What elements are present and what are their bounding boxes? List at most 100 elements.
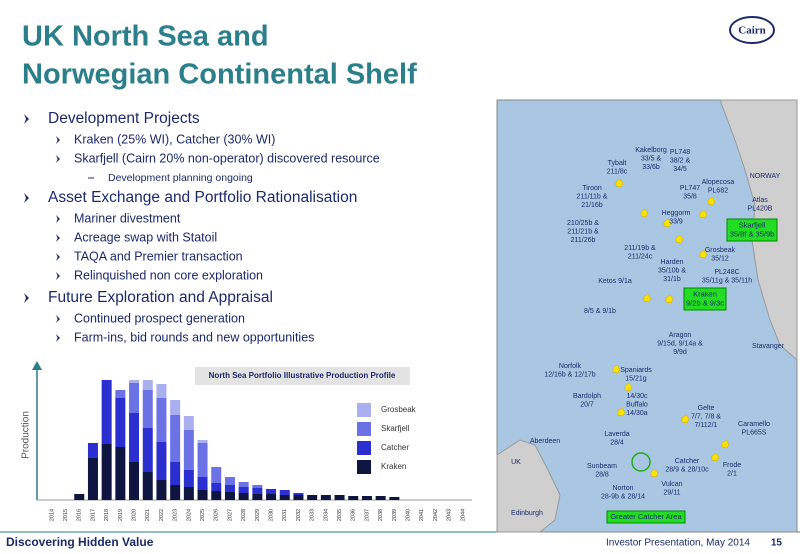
- legend-swatch: [357, 422, 371, 436]
- field-marker: [699, 209, 708, 219]
- field-marker: [643, 293, 652, 303]
- x-tick-label: 2038: [378, 509, 384, 521]
- map-label: 9/15d, 9/14a &: [657, 340, 703, 347]
- bullet-level-2: Relinquished non core exploration: [74, 268, 263, 282]
- bar-segment: [74, 494, 85, 500]
- map-callout-label: 35/8f & 35/9b: [730, 229, 775, 238]
- bar-segment: [156, 398, 167, 442]
- x-tick-label: 2017: [90, 509, 96, 521]
- legend-swatch: [357, 460, 371, 474]
- map-label: Gelte: [698, 405, 715, 412]
- catcher-area-ring: [631, 452, 651, 472]
- x-tick-label: 2019: [118, 509, 124, 521]
- bar-segment: [129, 462, 140, 500]
- logo: Cairn: [738, 25, 766, 37]
- legend-swatch: [357, 403, 371, 417]
- x-tick-label: 2044: [460, 509, 466, 521]
- bullet-marker: [56, 136, 60, 144]
- map-label: 8/5 & 9/1b: [584, 308, 616, 315]
- bar-segment: [170, 415, 181, 462]
- map-label: NORWAY: [750, 173, 781, 180]
- map-label: Alopecosa: [702, 179, 735, 186]
- map-label: Frode: [723, 462, 741, 469]
- map-label: 211/24c: [628, 253, 653, 260]
- map-callout: [726, 218, 778, 242]
- bullet-marker: [56, 155, 60, 163]
- map-label: Catcher: [675, 458, 700, 465]
- map-label: 211/11b &: [577, 193, 608, 200]
- x-tick-label: 2034: [323, 509, 329, 521]
- map-label: Buffalo: [626, 401, 648, 408]
- map-label: Tiroon: [582, 185, 602, 192]
- bar-segment: [115, 447, 126, 500]
- bullet-level-2: TAQA and Premier transaction: [74, 249, 243, 263]
- map-callout-label: Greater Catcher Area: [610, 512, 682, 521]
- bar-segment: [197, 440, 208, 443]
- bar-segment: [197, 490, 208, 500]
- map-label: Grosbeak: [705, 247, 736, 254]
- map-label: 14/30a: [626, 410, 648, 417]
- map-label: Laverda: [604, 431, 629, 438]
- bullet-marker: [56, 253, 60, 261]
- land-uk: [496, 439, 561, 533]
- bullet-level-2: Continued prospect generation: [74, 311, 245, 325]
- x-tick-label: 2029: [255, 509, 261, 521]
- map-label: 211/8c: [607, 168, 628, 175]
- field-marker: [650, 468, 659, 478]
- map-label: 211/21b &: [567, 228, 599, 235]
- x-tick-label: 2014: [49, 509, 55, 521]
- bar-segment: [279, 495, 290, 500]
- map-label: 38/2 &: [670, 157, 691, 164]
- bullet-level-1: Development Projects: [48, 110, 200, 127]
- bar-segment: [389, 497, 400, 500]
- x-tick-label: 2040: [406, 509, 412, 521]
- field-marker: [699, 249, 708, 259]
- x-tick-label: 2037: [364, 509, 370, 521]
- map-label: Tybalt: [608, 160, 627, 167]
- chart-title-box: [195, 367, 410, 385]
- field-marker: [624, 382, 633, 392]
- map-label: 7/7, 7/8 &: [691, 413, 721, 420]
- bullet-marker: [56, 315, 60, 323]
- bar-segment: [197, 443, 208, 477]
- map-label: 15/21g: [625, 375, 647, 382]
- bar-segment: [170, 462, 181, 485]
- map-label: 20/7: [580, 401, 594, 408]
- bar-segment: [156, 442, 167, 480]
- field-marker: [615, 178, 624, 188]
- bullet-level-1: Asset Exchange and Portfolio Rationalisa…: [48, 189, 357, 206]
- map-callout-label: Skarfjell: [739, 220, 766, 229]
- map-label: 28/8: [595, 471, 609, 478]
- bar-segment: [375, 496, 386, 500]
- x-tick-label: 2022: [159, 509, 165, 521]
- x-tick-label: 2018: [104, 509, 110, 521]
- map-label: Ketos 9/1a: [598, 278, 632, 285]
- bullet-marker: [24, 293, 29, 303]
- x-tick-label: 2023: [173, 509, 179, 521]
- bar-segment: [170, 400, 181, 415]
- bar-segment: [224, 485, 235, 492]
- map-label: 211/19b &: [624, 245, 656, 252]
- map-label: 28/9 & 28/10c: [665, 466, 709, 473]
- bullet-level-2: Farm-ins, bid rounds and new opportuniti…: [74, 330, 314, 344]
- map-label: 33/6b: [642, 164, 660, 171]
- legend-label: Skarfjell: [381, 424, 410, 433]
- map-label: PL248C: [714, 269, 739, 276]
- map-label: Harden: [661, 259, 684, 266]
- bullet-list: Development Projects Kraken (25% WI), Cat…: [24, 110, 380, 344]
- map-label: 28-9b & 28/14: [601, 493, 645, 500]
- logo-ring: [729, 16, 775, 44]
- bar-segment: [307, 495, 318, 500]
- x-tick-label: 2024: [186, 509, 192, 521]
- bar-segment: [142, 390, 153, 428]
- field-marker: [617, 407, 626, 417]
- bar-segment: [142, 380, 153, 390]
- map-label: Sunbeam: [587, 463, 617, 470]
- bullet-marker: [56, 272, 60, 280]
- map-label: 35/10b &: [658, 267, 686, 274]
- bar-segment: [101, 444, 112, 500]
- x-tick-label: 2027: [227, 509, 233, 521]
- bullet-marker: [56, 334, 60, 342]
- map-label: PL682: [708, 187, 728, 194]
- x-tick-label: 2026: [214, 509, 220, 521]
